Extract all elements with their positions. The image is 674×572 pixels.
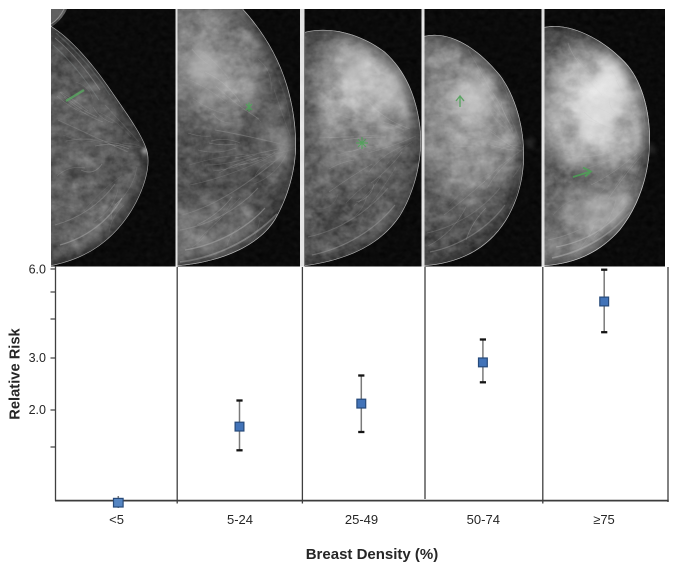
svg-text:<5: <5 — [109, 512, 124, 527]
svg-text:Breast Density (%): Breast Density (%) — [306, 546, 439, 563]
svg-text:5-24: 5-24 — [227, 512, 253, 527]
svg-text:6.0: 6.0 — [29, 263, 46, 277]
svg-text:50-74: 50-74 — [467, 512, 500, 527]
svg-text:2.0: 2.0 — [29, 403, 46, 417]
svg-text:≥75: ≥75 — [593, 512, 615, 527]
svg-text:25-49: 25-49 — [345, 512, 378, 527]
svg-text:3.0: 3.0 — [29, 351, 46, 365]
svg-text:Relative Risk: Relative Risk — [8, 327, 24, 419]
